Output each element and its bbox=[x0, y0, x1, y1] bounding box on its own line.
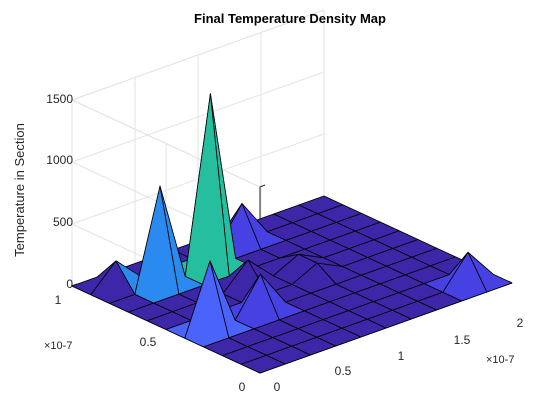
z-tick-1000: 1000 bbox=[46, 153, 73, 167]
z-tick-1500: 1500 bbox=[46, 92, 73, 106]
x-tick-1-5: 1.5 bbox=[454, 333, 471, 347]
y-tick-1: 1 bbox=[55, 293, 62, 307]
box-edge bbox=[71, 9, 325, 101]
y-tick-0: 0 bbox=[239, 380, 246, 394]
z-axis-label: Temperature in Section bbox=[12, 123, 27, 257]
z-tick-mark bbox=[259, 184, 266, 188]
y-exponent-label: ×10-7 bbox=[44, 340, 72, 352]
x-tick-2: 2 bbox=[517, 316, 524, 330]
x-tick-0: 0 bbox=[274, 380, 281, 394]
x-tick-0-5: 0.5 bbox=[335, 364, 352, 378]
surface-patch-0-0 bbox=[240, 354, 286, 374]
z-tick-500: 500 bbox=[53, 215, 73, 229]
z-tick-0: 0 bbox=[66, 277, 73, 291]
axis-ticks: 1500 1000 500 0 1 0.5 0 ×10-7 0 0.5 1 1.… bbox=[44, 92, 524, 394]
x-tick-1: 1 bbox=[398, 349, 405, 363]
x-exponent-label: ×10-7 bbox=[486, 354, 514, 366]
box-edge bbox=[71, 99, 261, 188]
surface-mesh bbox=[71, 93, 513, 374]
y-tick-0-5: 0.5 bbox=[140, 335, 157, 349]
chart-title: Final Temperature Density Map bbox=[194, 11, 386, 26]
